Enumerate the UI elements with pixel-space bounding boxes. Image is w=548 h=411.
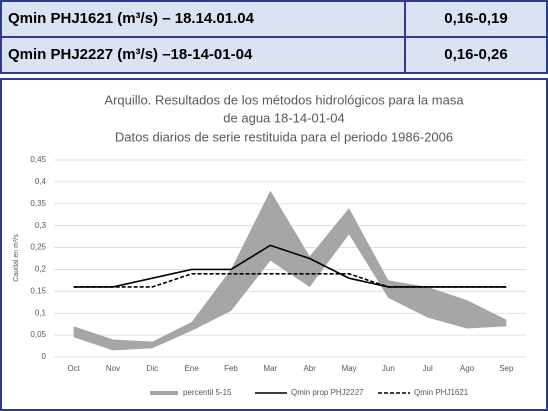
y-tick-label: 0 — [42, 352, 47, 361]
x-tick-label: Ago — [460, 364, 475, 373]
legend-label: Qmin prop PHJ2227 — [291, 388, 364, 397]
x-tick-label: May — [341, 364, 356, 373]
x-tick-label: Abr — [303, 364, 316, 373]
table: Qmin PHJ1621 (m³/s) – 18.14.01.04 0,16-0… — [0, 0, 548, 76]
x-tick-label: Sep — [499, 364, 514, 373]
title: de agua 18-14-01-04 — [223, 110, 344, 125]
y-tick-label: 0,45 — [30, 155, 46, 164]
cell: Qmin PHJ1621 (m³/s) – 18.14.01.04 — [0, 0, 406, 38]
cell: 0,16-0,26 — [404, 36, 548, 74]
y-tick-label: 0,1 — [35, 308, 47, 317]
legend-label: Qmin PHJ1621 — [414, 388, 469, 397]
legend-swatch — [150, 391, 178, 395]
x-tick-label: Nov — [106, 364, 120, 373]
y-tick-label: 0,35 — [30, 199, 46, 208]
series-line — [73, 273, 507, 288]
x-tick-label: Mar — [263, 364, 277, 373]
x-tick-label: Oct — [67, 364, 80, 373]
x-tick-label: Feb — [224, 364, 238, 373]
y-tick-label: 0,05 — [30, 330, 46, 339]
y-tick-label: 0,4 — [35, 177, 47, 186]
y-tick-label: 0,3 — [35, 221, 47, 230]
series-line — [73, 244, 507, 288]
title: Datos diarios de serie restituida para e… — [115, 129, 453, 144]
x-tick-label: Dic — [147, 364, 159, 373]
cell: Qmin PHJ2227 (m³/s) –18-14-01-04 — [0, 36, 406, 74]
y-label: Caudal en m³/s — [13, 234, 20, 282]
x-tick-label: Ene — [185, 364, 200, 373]
y-tick-label: 0,15 — [30, 286, 46, 295]
y-tick-label: 0,2 — [35, 265, 47, 274]
band-area — [73, 190, 507, 351]
y-tick-label: 0,25 — [30, 243, 46, 252]
chart-frame — [0, 78, 548, 411]
x-tick-label: Jun — [382, 364, 395, 373]
legend-label: percentil 5-15 — [183, 388, 232, 397]
title: Arquillo. Resultados de los métodos hidr… — [104, 92, 464, 107]
x-tick-label: Jul — [423, 364, 433, 373]
